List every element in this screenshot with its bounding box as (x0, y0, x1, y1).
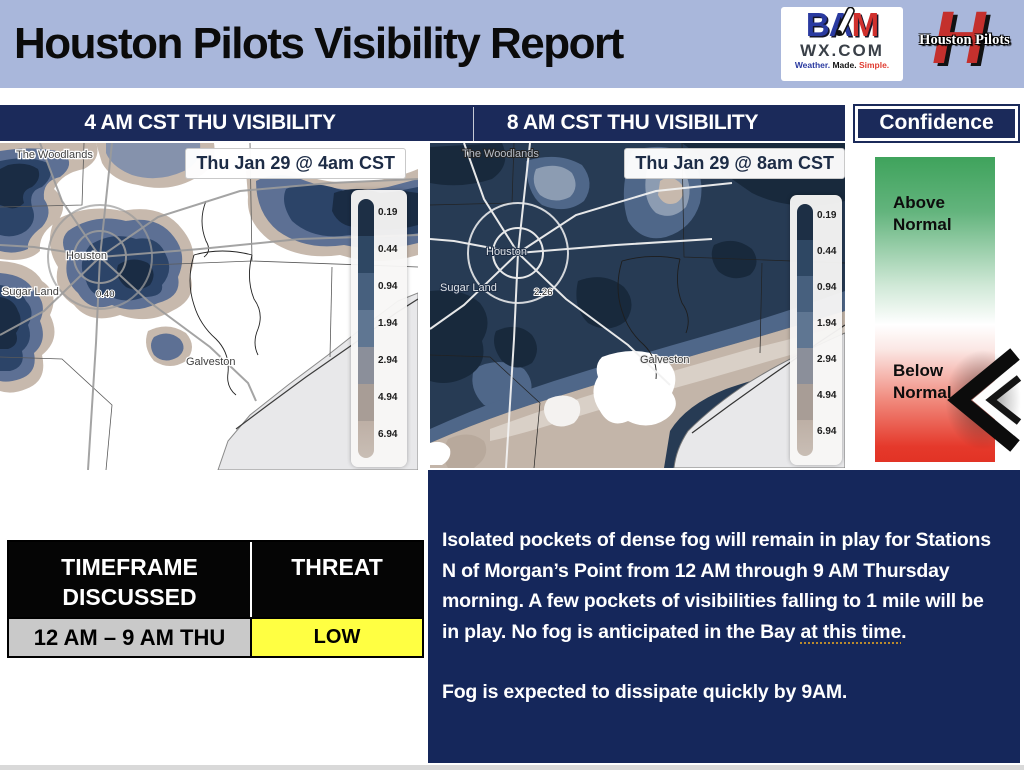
bamwx-wordmark: BAM (781, 7, 903, 45)
city-labels-layer: The Woodlands Houston Sugar Land Galvest… (439, 147, 691, 367)
legend-value: 2.94 (378, 355, 398, 366)
map-8am-svg: The Woodlands Houston Sugar Land Galvest… (430, 143, 845, 468)
legend-value: 4.94 (378, 392, 398, 403)
tagline-simple: Simple. (858, 60, 890, 70)
visibility-legend-4am: 0.19 0.44 0.94 1.94 2.94 4.94 6.94 (351, 190, 407, 467)
legend-value: 6.94 (817, 426, 837, 437)
city-label-galveston: Galveston (640, 354, 690, 366)
legend-value: 0.19 (817, 210, 837, 221)
discussion-text-underlined: at this time (800, 620, 902, 643)
timeframe-column-header: TIMEFRAME DISCUSSED (9, 542, 252, 617)
timeframe-value-cell: 12 AM – 9 AM THU (9, 619, 252, 656)
contour-value-label: 2.26 (534, 287, 553, 298)
bay-shoreline-layer (189, 200, 261, 396)
legend-gradient-bar (358, 199, 374, 458)
legend-value: 0.44 (817, 246, 837, 257)
header-8am-visibility: 8 AM CST THU VISIBILITY (506, 111, 759, 134)
tagline-made: Made. (832, 60, 857, 70)
threat-column-header: THREAT (291, 554, 383, 580)
city-label-galveston: Galveston (186, 356, 236, 368)
legend-value: 0.19 (378, 207, 398, 218)
discussion-text: Isolated pockets of dense fog will remai… (442, 529, 991, 643)
bamwx-url: WX.COM (800, 41, 884, 60)
legend-value: 0.44 (378, 244, 398, 255)
confidence-below-normal-label: Below Normal (893, 361, 952, 403)
threat-table: TIMEFRAME DISCUSSED THREAT 12 AM – 9 AM … (7, 540, 424, 658)
discussion-paragraph-1: Isolated pockets of dense fog will remai… (442, 525, 1002, 647)
bamwx-logo: BAM WX.COM Weather. Made. Simple. (781, 7, 903, 81)
threat-table-data-row: 12 AM – 9 AM THU LOW (9, 617, 422, 656)
legend-gradient-bar (797, 204, 813, 456)
legend-value: 1.94 (378, 318, 398, 329)
forecast-discussion-box: Isolated pockets of dense fog will remai… (428, 470, 1020, 763)
threat-level-cell: LOW (252, 619, 422, 656)
houston-pilots-logo: H Houston Pilots (906, 0, 1023, 82)
city-label-woodlands: The Woodlands (16, 149, 93, 161)
legend-value: 1.94 (817, 318, 837, 329)
header-seam-divider (473, 107, 474, 141)
legend-value: 2.94 (817, 354, 837, 365)
pilots-h-monogram: H (932, 0, 986, 79)
city-labels-layer: The Woodlands Houston Sugar Land Galvest… (1, 148, 237, 370)
threat-table-header-row: TIMEFRAME DISCUSSED THREAT (9, 542, 422, 617)
confidence-above-normal-label: Above Normal (893, 193, 952, 235)
header-4am-visibility: 4 AM CST THU VISIBILITY (84, 111, 336, 134)
visibility-legend-8am: 0.19 0.44 0.94 1.94 2.94 4.94 6.94 (790, 195, 842, 465)
city-label-woodlands: The Woodlands (462, 148, 539, 160)
top-banner: Houston Pilots Visibility Report BAM WX.… (0, 0, 1024, 88)
bam-letter-m: M (851, 7, 879, 43)
left-chevron-arrow-icon (945, 348, 1022, 452)
roads-layer (430, 143, 733, 468)
pilots-logo-label: Houston Pilots (919, 32, 1010, 48)
legend-value: 0.94 (378, 281, 398, 292)
bottom-edge-strip (0, 765, 1024, 770)
discussion-paragraph-2: Fog is expected to dissipate quickly by … (442, 681, 848, 704)
confidence-header: Confidence (853, 104, 1020, 143)
city-label-sugarland: Sugar Land (440, 282, 497, 294)
city-label-houston: Houston (66, 250, 107, 262)
contour-value-label: 0.40 (96, 289, 115, 300)
legend-value: 0.94 (817, 282, 837, 293)
bam-letter-b: B (805, 7, 830, 43)
map-headers-band: 4 AM CST THU VISIBILITY 8 AM CST THU VIS… (0, 105, 845, 141)
visibility-map-8am: The Woodlands Houston Sugar Land Galvest… (430, 143, 845, 468)
timestamp-4am: Thu Jan 29 @ 4am CST (185, 148, 406, 179)
discussion-text-period: . (901, 620, 907, 643)
visibility-map-4am: The Woodlands Houston Sugar Land Galvest… (0, 143, 418, 470)
timestamp-8am: Thu Jan 29 @ 8am CST (624, 148, 845, 179)
legend-value: 6.94 (378, 429, 398, 440)
baseball-bat-icon (833, 7, 857, 45)
page-title: Houston Pilots Visibility Report (14, 19, 624, 68)
city-label-sugarland: Sugar Land (2, 286, 59, 298)
legend-value: 4.94 (817, 390, 837, 401)
tagline-weather: Weather. (794, 60, 831, 70)
bamwx-tagline: Weather. Made. Simple. (781, 61, 903, 70)
bay-shoreline-layer (617, 256, 689, 380)
city-label-houston: Houston (486, 246, 527, 258)
